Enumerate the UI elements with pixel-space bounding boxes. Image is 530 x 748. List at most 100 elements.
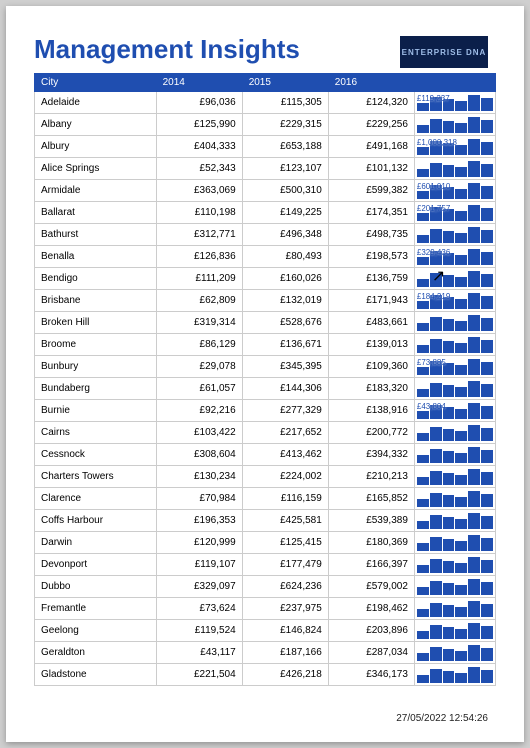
cell-value: £229,256 — [328, 114, 414, 136]
cell-value: £109,360 — [328, 356, 414, 378]
cell-city: Geraldton — [35, 642, 157, 664]
table-row[interactable]: Coffs Harbour£196,353£425,581£539,389 — [35, 510, 496, 532]
cell-city: Bathurst — [35, 224, 157, 246]
cell-value: £166,397 — [328, 554, 414, 576]
table-row[interactable]: Geraldton£43,117£187,166£287,034 — [35, 642, 496, 664]
table-row[interactable]: Bathurst£312,771£496,348£498,735 — [35, 224, 496, 246]
col-header-city[interactable]: City — [35, 74, 157, 92]
cell-value: £126,836 — [156, 246, 242, 268]
table-row[interactable]: Cairns£103,422£217,652£200,772 — [35, 422, 496, 444]
cell-value: £165,852 — [328, 488, 414, 510]
cell-value: £237,975 — [242, 598, 328, 620]
cell-value: £103,422 — [156, 422, 242, 444]
cell-city: Benalla — [35, 246, 157, 268]
table-row[interactable]: Armidale£363,069£500,310£599,382£601,010 — [35, 180, 496, 202]
table-row[interactable]: Benalla£126,836£80,493£198,573£329,436 — [35, 246, 496, 268]
cell-value: £180,369 — [328, 532, 414, 554]
table-row[interactable]: Ballarat£110,198£149,225£174,351£201,757 — [35, 202, 496, 224]
cell-value: £96,036 — [156, 92, 242, 114]
cell-value: £136,759 — [328, 268, 414, 290]
cell-city: Broome — [35, 334, 157, 356]
table-row[interactable]: Devonport£119,107£177,479£166,397 — [35, 554, 496, 576]
cell-sparkline — [414, 488, 495, 510]
col-header-spark[interactable] — [414, 74, 495, 92]
cell-city: Darwin — [35, 532, 157, 554]
cell-value: £187,166 — [242, 642, 328, 664]
cell-value: £653,188 — [242, 136, 328, 158]
cell-sparkline: £73,885 — [414, 356, 495, 378]
table-row[interactable]: Bundaberg£61,057£144,306£183,320 — [35, 378, 496, 400]
cell-value: £196,353 — [156, 510, 242, 532]
cell-value: £62,809 — [156, 290, 242, 312]
cell-city: Albury — [35, 136, 157, 158]
cell-value: £119,524 — [156, 620, 242, 642]
cell-value: £125,990 — [156, 114, 242, 136]
cell-city: Bunbury — [35, 356, 157, 378]
cell-value: £483,661 — [328, 312, 414, 334]
cell-value: £308,604 — [156, 444, 242, 466]
table-row[interactable]: Fremantle£73,624£237,975£198,462 — [35, 598, 496, 620]
cell-city: Devonport — [35, 554, 157, 576]
table-row[interactable]: Darwin£120,999£125,415£180,369 — [35, 532, 496, 554]
cell-sparkline — [414, 510, 495, 532]
cell-value: £86,129 — [156, 334, 242, 356]
table-row[interactable]: Clarence£70,984£116,159£165,852 — [35, 488, 496, 510]
cell-sparkline: £1,000,318 — [414, 136, 495, 158]
cell-value: £200,772 — [328, 422, 414, 444]
cell-sparkline — [414, 114, 495, 136]
table-row[interactable]: Adelaide£96,036£115,305£124,320£119,237 — [35, 92, 496, 114]
cell-value: £624,236 — [242, 576, 328, 598]
table-header-row: City 2014 2015 2016 — [35, 74, 496, 92]
cell-value: £61,057 — [156, 378, 242, 400]
cell-sparkline: £601,010 — [414, 180, 495, 202]
table-row[interactable]: Bendigo£111,209£160,026£136,759 — [35, 268, 496, 290]
cell-value: £277,329 — [242, 400, 328, 422]
table-row[interactable]: Geelong£119,524£146,824£203,896 — [35, 620, 496, 642]
cell-sparkline — [414, 466, 495, 488]
table-row[interactable]: Alice Springs£52,343£123,107£101,132 — [35, 158, 496, 180]
cell-value: £394,332 — [328, 444, 414, 466]
report-page: Management Insights ENTERPRISE DNA City … — [6, 6, 524, 742]
cell-sparkline — [414, 532, 495, 554]
cell-value: £198,462 — [328, 598, 414, 620]
cell-city: Charters Towers — [35, 466, 157, 488]
cell-sparkline — [414, 576, 495, 598]
cell-value: £160,026 — [242, 268, 328, 290]
table-row[interactable]: Albany£125,990£229,315£229,256 — [35, 114, 496, 136]
cell-value: £110,198 — [156, 202, 242, 224]
table-row[interactable]: Broken Hill£319,314£528,676£483,661 — [35, 312, 496, 334]
cell-value: £139,013 — [328, 334, 414, 356]
cell-sparkline — [414, 378, 495, 400]
cell-city: Clarence — [35, 488, 157, 510]
table-row[interactable]: Brisbane£62,809£132,019£171,943£184,219 — [35, 290, 496, 312]
table-row[interactable]: Burnie£92,216£277,329£138,916£43,804 — [35, 400, 496, 422]
cell-value: £101,132 — [328, 158, 414, 180]
table-row[interactable]: Cessnock£308,604£413,462£394,332 — [35, 444, 496, 466]
col-header-2015[interactable]: 2015 — [242, 74, 328, 92]
cell-city: Bundaberg — [35, 378, 157, 400]
table-row[interactable]: Albury£404,333£653,188£491,168£1,000,318 — [35, 136, 496, 158]
table-row[interactable]: Dubbo£329,097£624,236£579,002 — [35, 576, 496, 598]
cell-value: £345,395 — [242, 356, 328, 378]
table-row[interactable]: Gladstone£221,504£426,218£346,173 — [35, 664, 496, 686]
cell-city: Brisbane — [35, 290, 157, 312]
cell-sparkline — [414, 312, 495, 334]
cell-value: £125,415 — [242, 532, 328, 554]
cell-value: £123,107 — [242, 158, 328, 180]
cell-sparkline: £201,757 — [414, 202, 495, 224]
cell-value: £413,462 — [242, 444, 328, 466]
cell-value: £491,168 — [328, 136, 414, 158]
cell-sparkline — [414, 224, 495, 246]
cell-value: £73,624 — [156, 598, 242, 620]
cell-value: £52,343 — [156, 158, 242, 180]
col-header-2016[interactable]: 2016 — [328, 74, 414, 92]
col-header-2014[interactable]: 2014 — [156, 74, 242, 92]
table-row[interactable]: Charters Towers£130,234£224,002£210,213 — [35, 466, 496, 488]
table-row[interactable]: Bunbury£29,078£345,395£109,360£73,885 — [35, 356, 496, 378]
cell-value: £138,916 — [328, 400, 414, 422]
cell-value: £496,348 — [242, 224, 328, 246]
cell-value: £70,984 — [156, 488, 242, 510]
cell-city: Adelaide — [35, 92, 157, 114]
table-row[interactable]: Broome£86,129£136,671£139,013 — [35, 334, 496, 356]
cell-value: £177,479 — [242, 554, 328, 576]
